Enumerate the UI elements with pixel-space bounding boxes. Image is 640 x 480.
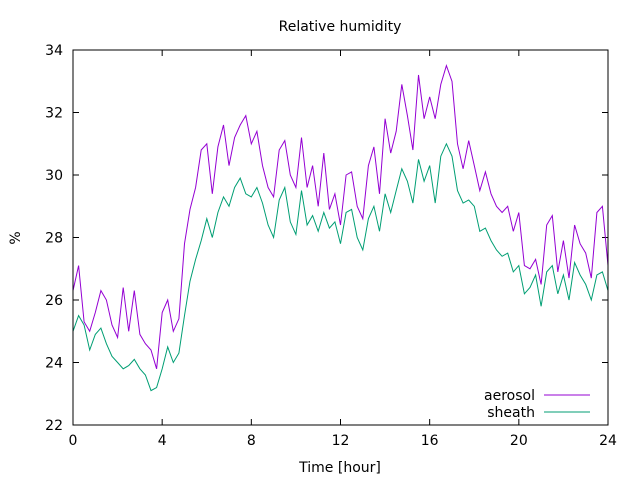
series-line-aerosol	[72, 63, 609, 369]
legend-label-sheath: sheath	[487, 405, 535, 421]
x-tick-label: 16	[421, 433, 439, 449]
x-tick-label: 24	[599, 433, 617, 449]
y-tick-label: 30	[45, 168, 63, 184]
y-tick-label: 24	[45, 356, 63, 372]
y-tick-label: 32	[45, 106, 63, 122]
y-tick-label: 34	[45, 43, 63, 59]
x-tick-label: 4	[158, 433, 167, 449]
x-axis-label: Time [hour]	[298, 460, 381, 476]
series-lines	[72, 63, 609, 392]
y-tick-label: 28	[45, 231, 63, 247]
series-line-sheath	[72, 142, 609, 392]
y-tick-label: 26	[45, 293, 63, 309]
plot-frame	[72, 49, 609, 426]
x-tick-label: 8	[247, 433, 256, 449]
y-axis-label: %	[8, 231, 24, 244]
x-tick-label: 20	[510, 433, 528, 449]
x-tick-label: 0	[69, 433, 78, 449]
x-tick-label: 12	[332, 433, 350, 449]
chart-title: Relative humidity	[279, 19, 402, 35]
y-tick-label: 22	[45, 418, 63, 434]
legend-label-aerosol: aerosol	[484, 388, 535, 404]
